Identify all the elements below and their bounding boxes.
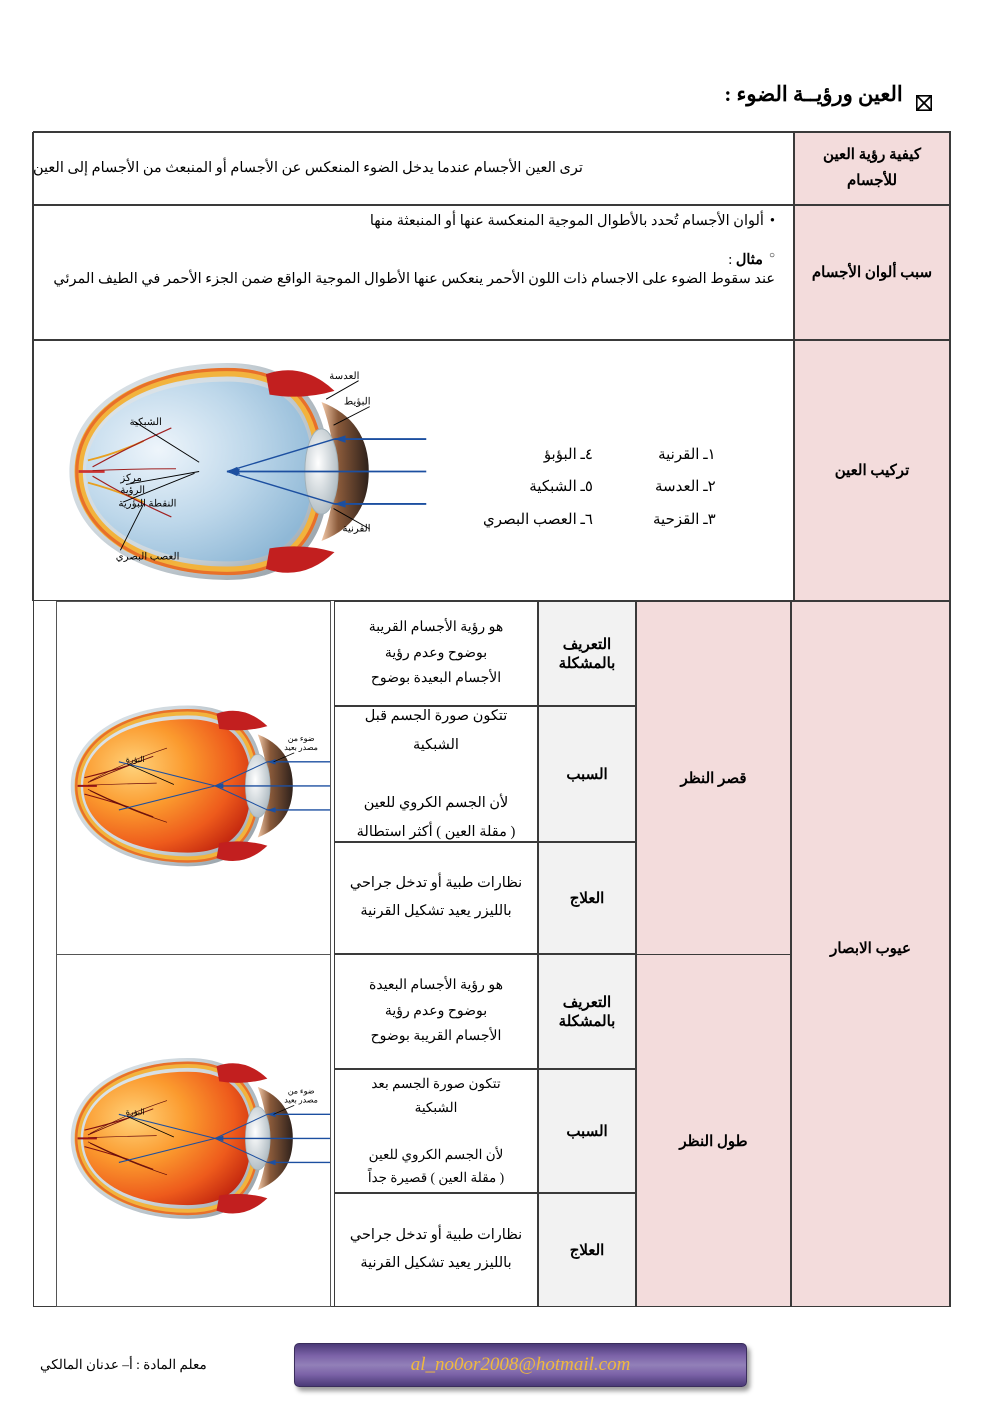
svg-text:مصدر بعيد: مصدر بعيد [284,1096,318,1105]
svg-text:البؤرة: البؤرة [126,755,145,764]
svg-text:البؤرة: البؤرة [126,1107,145,1116]
svg-text:ضوء من: ضوء من [288,734,315,743]
svg-text:مصدر بعيد: مصدر بعيد [284,743,318,752]
svg-text:ضوء من: ضوء من [288,1087,315,1096]
